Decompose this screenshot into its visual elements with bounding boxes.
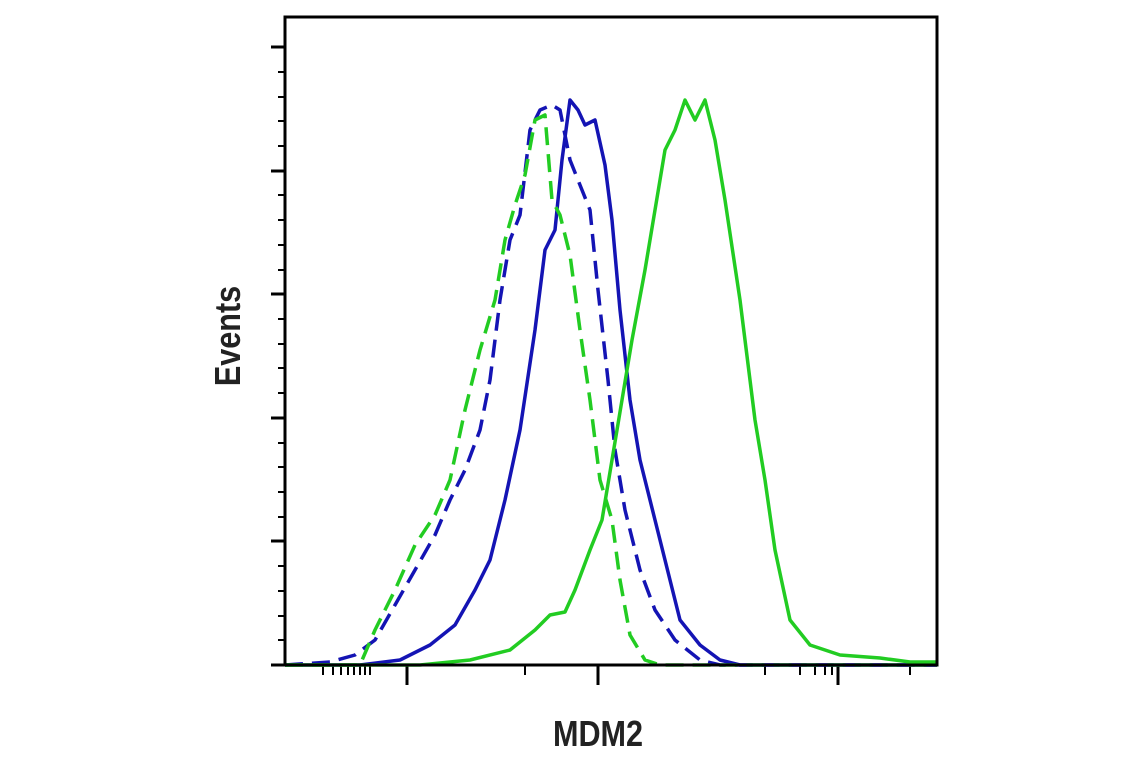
series-line	[284, 103, 937, 667]
series-line	[285, 113, 937, 667]
series-line	[285, 98, 937, 667]
series-line	[285, 98, 937, 667]
y-axis-label: Events	[209, 286, 249, 386]
x-axis-label: MDM2	[553, 715, 643, 755]
plot-frame	[283, 15, 939, 667]
